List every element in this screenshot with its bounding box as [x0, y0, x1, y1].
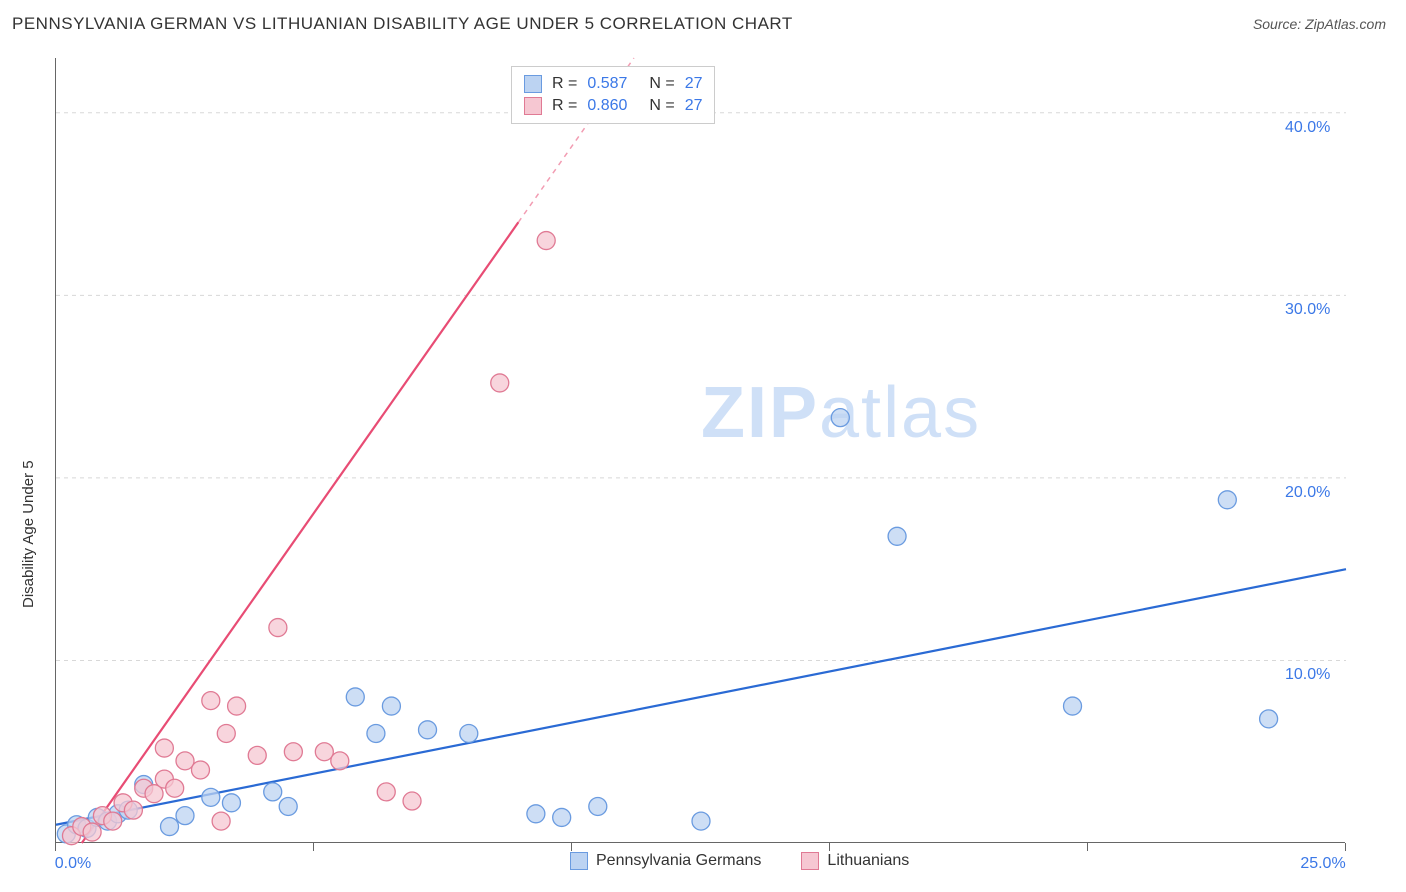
plot-svg	[56, 58, 1346, 843]
legend-swatch	[524, 97, 542, 115]
chart-header: PENNSYLVANIA GERMAN VS LITHUANIAN DISABI…	[0, 0, 1406, 48]
plot-area: ZIPatlas R =0.587N =27R =0.860N =27	[55, 58, 1345, 843]
y-tick-label: 30.0%	[1285, 301, 1330, 319]
x-tick-mark	[829, 843, 830, 851]
x-tick-mark	[55, 843, 56, 851]
y-tick-label: 10.0%	[1285, 666, 1330, 684]
legend-row: R = 0.587 N = 27	[524, 73, 702, 95]
legend-series-name: Pennsylvania Germans	[596, 852, 761, 870]
r-label: R =	[552, 97, 577, 115]
n-label: N =	[649, 75, 674, 93]
r-value: 0.587	[587, 75, 639, 93]
legend-series-item: Pennsylvania Germans	[570, 852, 761, 870]
n-value: 27	[685, 75, 703, 93]
series-legend: Pennsylvania Germans Lithuanians	[570, 852, 939, 870]
y-tick-label: 40.0%	[1285, 119, 1330, 137]
chart-container: Disability Age Under 5 ZIPatlas R =0.587…	[0, 48, 1406, 892]
n-value: 27	[685, 97, 703, 115]
legend-row: R = 0.860 N = 27	[524, 95, 702, 117]
legend-series-name: Lithuanians	[827, 852, 909, 870]
n-label: N =	[649, 97, 674, 115]
x-tick-mark	[571, 843, 572, 851]
legend-swatch	[801, 852, 819, 870]
x-tick-mark	[1345, 843, 1346, 851]
legend-series-item: Lithuanians	[801, 852, 909, 870]
legend-swatch	[570, 852, 588, 870]
y-tick-label: 20.0%	[1285, 484, 1330, 502]
r-label: R =	[552, 75, 577, 93]
x-tick-mark	[313, 843, 314, 851]
y-axis-label: Disability Age Under 5	[20, 460, 37, 608]
correlation-legend: R = 0.587 N = 27 R = 0.860 N = 27	[511, 66, 715, 124]
source-attribution: Source: ZipAtlas.com	[1253, 16, 1386, 32]
x-tick-mark	[1087, 843, 1088, 851]
legend-swatch	[524, 75, 542, 93]
x-tick-label: 0.0%	[55, 855, 91, 873]
chart-title: PENNSYLVANIA GERMAN VS LITHUANIAN DISABI…	[12, 14, 793, 34]
x-tick-label: 25.0%	[1300, 855, 1345, 873]
r-value: 0.860	[587, 97, 639, 115]
